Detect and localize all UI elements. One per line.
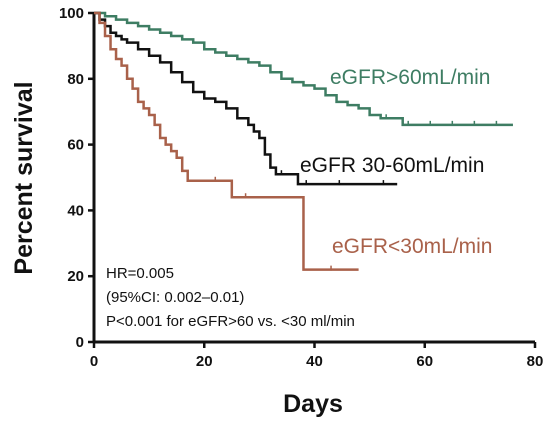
y-tick-label-0: 0 [76,334,84,351]
y-tick-label-80: 80 [67,71,84,88]
y-tick-label-40: 40 [67,202,84,219]
series-line-2 [94,11,359,271]
censor-marks-0 [385,114,498,126]
y-tick-label-60: 60 [67,137,84,154]
axes: 0 20 40 60 80 100 0 20 40 60 80 [59,5,543,370]
series-line-1 [94,11,398,186]
y-axis-title: Percent survival [10,81,38,274]
y-tick-label-20: 20 [67,268,84,285]
series-label-egfr-30-60: eGFR 30-60mL/min [300,154,484,177]
y-tick-label-100: 100 [59,5,84,22]
annotation-hr: HR=0.005 [106,265,174,282]
series-label-egfr-gt-60: eGFR>60mL/min [330,66,490,89]
x-tick-label-80: 80 [527,353,544,370]
x-axis-title: Days [283,390,343,418]
annotation-ci: (95%CI: 0.002–0.01) [106,289,244,306]
x-tick-label-20: 20 [196,353,213,370]
x-tick-label-60: 60 [416,353,433,370]
censor-marks-2 [214,176,332,271]
x-tick-label-40: 40 [306,353,323,370]
annotation-p-value: P<0.001 for eGFR>60 vs. <30 ml/min [106,313,355,330]
series-layer [94,11,513,271]
series-label-egfr-lt-30: eGFR<30mL/min [332,235,492,258]
x-tick-label-0: 0 [90,353,98,370]
series-line-0 [94,11,513,127]
censor-marks-1 [280,170,385,186]
